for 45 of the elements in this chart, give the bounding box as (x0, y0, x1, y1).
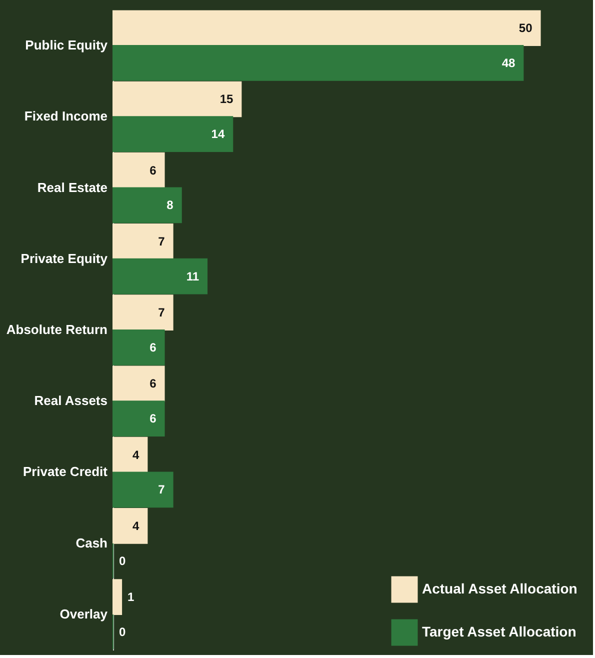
bar (112, 187, 182, 224)
bar (112, 10, 541, 46)
bar (112, 579, 122, 615)
data-label: 7 (158, 482, 166, 497)
data-label: 6 (150, 376, 157, 391)
bar (112, 152, 165, 188)
data-label: 6 (150, 163, 157, 178)
data-label: 50 (518, 21, 533, 36)
data-label: 7 (158, 234, 166, 248)
y-tick-label: Fixed Income (24, 108, 108, 124)
bar (112, 436, 148, 473)
y-tick-label: Overlay (60, 606, 108, 622)
y-tick-label: Cash (76, 535, 108, 550)
y-tick-label: Absolute Return (6, 322, 108, 337)
y-tick-label: Private Credit (22, 464, 108, 480)
y-tick-label: Public Equity (25, 38, 108, 53)
bar (112, 366, 165, 402)
data-label: 48 (502, 56, 516, 70)
bar (112, 45, 524, 81)
bar (112, 258, 208, 294)
data-label: 11 (186, 269, 200, 284)
data-label: 8 (166, 198, 174, 212)
data-label: 6 (150, 412, 157, 426)
legend-label: Actual Asset Allocation (422, 580, 578, 596)
bar (112, 116, 234, 152)
bar (112, 400, 165, 436)
bar (112, 508, 148, 544)
data-label: 0 (119, 624, 126, 639)
data-label: 4 (132, 518, 140, 533)
bar (112, 294, 174, 330)
data-label: 7 (158, 306, 166, 320)
bar (112, 330, 165, 366)
bar (112, 224, 174, 260)
data-label: 0 (119, 554, 126, 568)
legend-label: Target Asset Allocation (422, 624, 576, 640)
data-label: 4 (132, 448, 140, 462)
data-label: 15 (220, 92, 234, 106)
data-label: 14 (211, 127, 225, 142)
y-tick-label: Real Assets (34, 393, 108, 408)
bar (112, 81, 242, 118)
y-tick-label: Private Equity (20, 250, 108, 266)
bar (112, 472, 174, 508)
y-tick-label: Real Estate (37, 180, 108, 195)
data-label: 1 (128, 590, 135, 604)
data-label: 6 (150, 340, 157, 354)
